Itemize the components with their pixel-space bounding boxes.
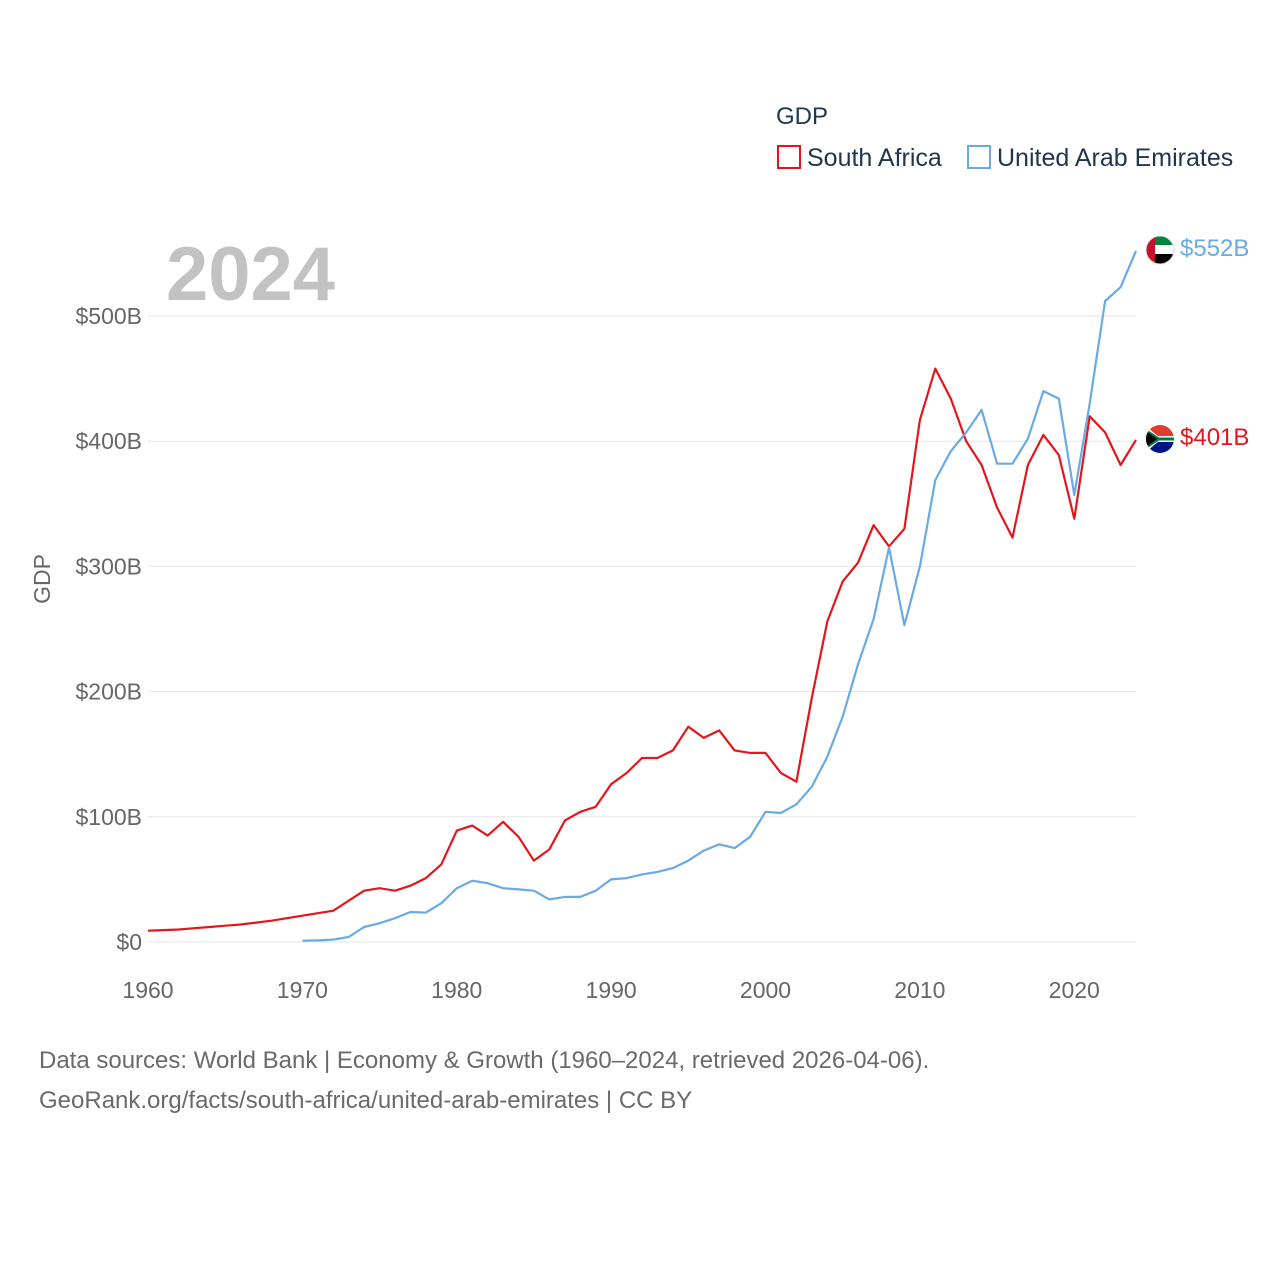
x-tick-label: 2020: [1049, 977, 1100, 1003]
x-tick-label: 1990: [586, 977, 637, 1003]
south-africa-flag-icon: [1146, 425, 1174, 453]
y-tick-label: $400B: [75, 428, 142, 454]
legend-swatch-uae: [967, 145, 991, 169]
y-axis-label: GDP: [29, 554, 55, 604]
source-line-1: Data sources: World Bank | Economy & Gro…: [39, 1047, 929, 1074]
series-line-south-africa[interactable]: [147, 367, 1137, 932]
y-tick-label: $0: [116, 929, 142, 955]
end-label-uae: $552B: [1180, 235, 1249, 262]
legend-item-south-africa[interactable]: South Africa: [777, 144, 942, 172]
x-tick-label: 1960: [122, 977, 173, 1003]
series-lines: [147, 250, 1138, 942]
uae-flag-icon: [1146, 236, 1174, 264]
x-tick-label: 2010: [894, 977, 945, 1003]
x-tick-label: 2000: [740, 977, 791, 1003]
gridlines: [148, 315, 1136, 943]
uae-flag-border: [1145, 235, 1175, 265]
x-tick-label: 1980: [431, 977, 482, 1003]
legend-item-uae[interactable]: United Arab Emirates: [967, 144, 1233, 172]
legend-swatch-south-africa: [777, 145, 801, 169]
y-axis-ticks: $0 $100B $200B $300B $400B $500B: [75, 303, 142, 955]
y-tick-label: $200B: [75, 679, 142, 705]
legend-label-uae: United Arab Emirates: [997, 144, 1233, 172]
legend: GDP South Africa United Arab Emirates: [776, 103, 1233, 172]
y-tick-label: $100B: [75, 804, 142, 830]
x-axis-ticks: 1960 1970 1980 1990 2000 2010 2020: [122, 977, 1099, 1003]
y-tick-label: $300B: [75, 553, 142, 579]
series-line-uae[interactable]: [302, 250, 1138, 942]
x-tick-label: 1970: [277, 977, 328, 1003]
year-watermark: 2024: [166, 232, 335, 317]
legend-title: GDP: [776, 103, 828, 130]
end-label-south-africa: $401B: [1180, 424, 1249, 451]
y-tick-label: $500B: [75, 303, 142, 329]
source-line-2[interactable]: GeoRank.org/facts/south-africa/united-ar…: [39, 1087, 692, 1114]
legend-label-south-africa: South Africa: [807, 144, 942, 172]
